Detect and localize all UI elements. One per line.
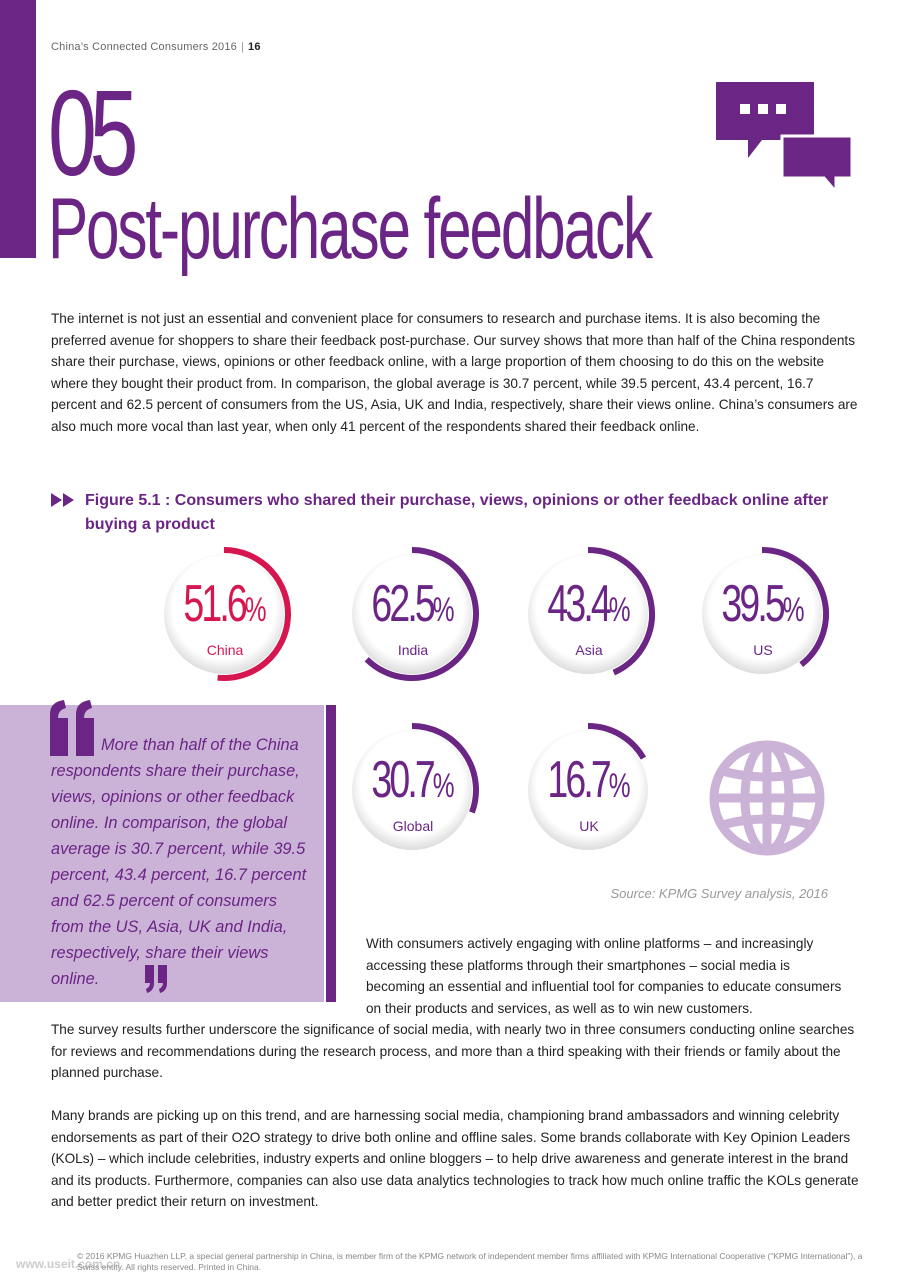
ring-arc-uk: [587, 723, 647, 760]
ring-label: China: [206, 642, 244, 658]
close-quote-icon: [145, 965, 167, 993]
ring-value-unit: %: [244, 591, 267, 629]
ring-disc: [528, 554, 648, 674]
ring-value-number: 51.6: [183, 575, 247, 633]
ring-disc: [164, 554, 284, 674]
body-paragraph-4: Many brands are picking up on this trend…: [51, 1108, 859, 1210]
ring-value: 51.6%: [178, 578, 272, 636]
ring-value-number: 30.7: [371, 751, 435, 809]
publication-title: China’s Connected Consumers 2016: [51, 41, 237, 53]
ring-label: Global: [392, 818, 434, 834]
ring-value: 39.5%: [716, 578, 810, 636]
body-paragraph-2: With consumers actively engaging with on…: [366, 936, 842, 1016]
ring-label: US: [753, 642, 773, 658]
ring-value: 62.5%: [366, 578, 460, 636]
ring-graphic: [528, 547, 655, 676]
ring-value-unit: %: [608, 591, 631, 629]
sidebar-accent-bar: [0, 0, 36, 258]
ring-value-unit: %: [432, 767, 455, 805]
chapter-number: 05: [48, 65, 138, 201]
ring-value: 16.7%: [542, 754, 636, 812]
ring-graphic: [528, 723, 648, 850]
ring-graphic: [352, 547, 479, 681]
ring-disc: [352, 730, 472, 850]
ring-india: 62.5% India: [348, 547, 482, 682]
intro-paragraph: The internet is not just an essential an…: [51, 311, 858, 434]
ring-disc: [702, 554, 822, 674]
ring-label: Asia: [575, 642, 603, 658]
ring-value: 30.7%: [366, 754, 460, 812]
ring-value-number: 39.5: [721, 575, 785, 633]
ring-asia: 43.4% Asia: [524, 547, 658, 682]
footer-copyright: © 2016 KPMG Huazhen LLP, a special gener…: [77, 1251, 863, 1272]
body-paragraph-3: The survey results further underscore th…: [51, 1022, 855, 1081]
ring-value-number: 16.7: [547, 751, 611, 809]
ring-value: 43.4%: [542, 578, 636, 636]
ring-value-number: 62.5: [371, 575, 435, 633]
page-number: 16: [248, 41, 261, 53]
ring-label: India: [397, 642, 429, 658]
ring-arc-asia: [587, 547, 655, 676]
pull-quote-rule: [326, 705, 336, 1002]
ring-graphic: [702, 547, 829, 674]
ring-value-unit: %: [608, 767, 631, 805]
watermark: www.useit.com.cn: [16, 1257, 121, 1271]
ring-arc-india: [364, 547, 479, 681]
double-arrow-icon: [51, 493, 74, 507]
ring-uk: 16.7% UK: [524, 723, 658, 858]
ring-disc: [528, 730, 648, 850]
chat-bubbles-icon: [716, 82, 854, 194]
chapter-title: Post-purchase feedback: [48, 181, 653, 277]
figure-source: Source: KPMG Survey analysis, 2016: [610, 886, 829, 901]
pull-quote-text: More than half of the China respondents …: [51, 736, 307, 988]
figure-title: Figure 5.1 : Consumers who shared their …: [85, 492, 829, 533]
ring-arc-us: [761, 547, 829, 667]
ring-label: UK: [579, 818, 599, 834]
ring-value-unit: %: [782, 591, 805, 629]
ring-value-unit: %: [432, 591, 455, 629]
ring-arc-global: [411, 723, 479, 814]
ring-graphic: [164, 547, 291, 681]
open-quote-icon: [50, 700, 94, 756]
ring-us: 39.5% US: [698, 547, 832, 682]
globe-icon: [709, 740, 825, 856]
ring-value-number: 43.4: [547, 575, 611, 633]
ring-graphic: [352, 723, 479, 850]
ring-arc-china: [217, 547, 291, 681]
ring-global: 30.7% Global: [348, 723, 482, 858]
ring-disc: [352, 554, 472, 674]
ring-china: 51.6% China: [160, 547, 294, 682]
page-header: China’s Connected Consumers 2016 | 16: [51, 41, 261, 53]
